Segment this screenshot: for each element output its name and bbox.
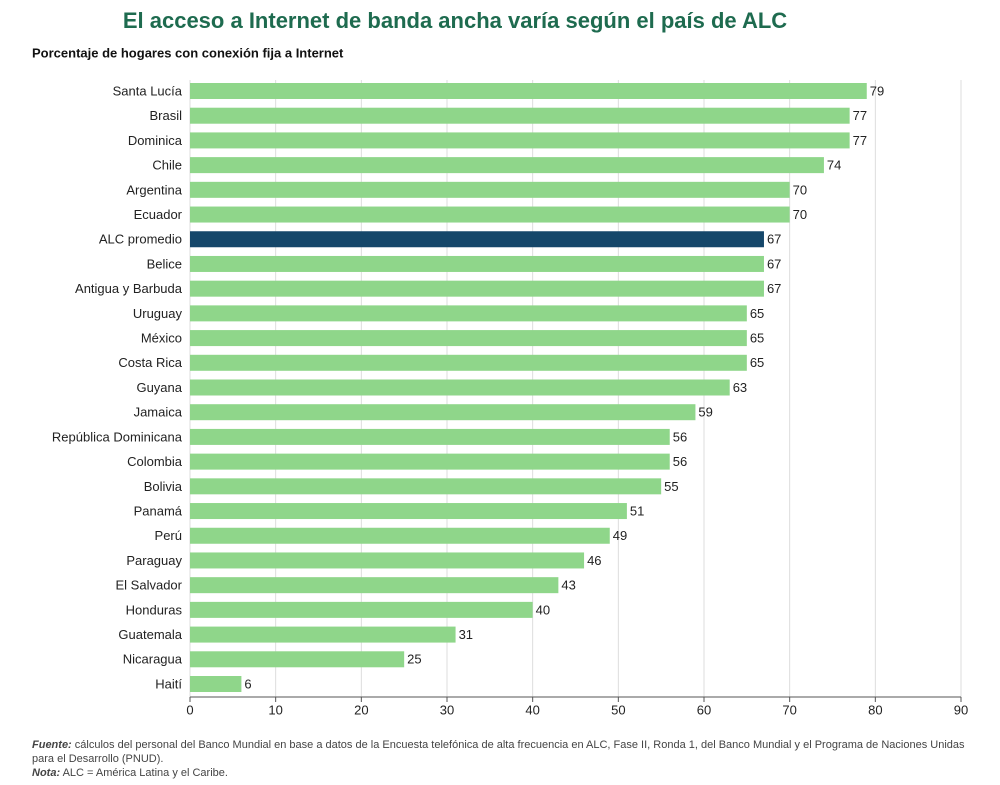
bar bbox=[190, 453, 670, 470]
y-tick-label: Argentina bbox=[126, 182, 182, 197]
value-label: 67 bbox=[767, 281, 781, 296]
y-tick-label: Haití bbox=[155, 676, 182, 691]
value-label: 51 bbox=[630, 503, 644, 518]
y-tick-label: Guatemala bbox=[118, 627, 182, 642]
bar bbox=[190, 404, 696, 421]
y-tick-label: Guyana bbox=[136, 380, 182, 395]
bar bbox=[190, 280, 764, 297]
chart-subtitle: Porcentaje de hogares con conexión fija … bbox=[32, 45, 344, 60]
value-label: 74 bbox=[827, 158, 841, 173]
y-tick-label: Chile bbox=[152, 158, 182, 173]
bar bbox=[190, 231, 764, 248]
value-label: 55 bbox=[664, 479, 678, 494]
x-tick-label: 30 bbox=[440, 702, 454, 717]
y-tick-label: Nicaragua bbox=[123, 652, 183, 667]
bar bbox=[190, 552, 585, 569]
bar bbox=[190, 503, 627, 520]
y-tick-label: Antigua y Barbuda bbox=[75, 281, 183, 296]
y-tick-label: Jamaica bbox=[134, 405, 183, 420]
value-label: 25 bbox=[407, 652, 421, 667]
y-tick-label: Brasil bbox=[149, 108, 182, 123]
bar bbox=[190, 379, 730, 396]
y-tick-label: Bolivia bbox=[144, 479, 183, 494]
source: Fuente: cálculos del personal del Banco … bbox=[32, 738, 967, 766]
x-tick-label: 0 bbox=[186, 702, 193, 717]
bar bbox=[190, 478, 662, 495]
value-label: 40 bbox=[536, 602, 550, 617]
note-text: ALC = América Latina y el Caribe. bbox=[62, 767, 228, 779]
y-tick-label: Santa Lucía bbox=[113, 83, 183, 98]
x-tick-label: 10 bbox=[268, 702, 282, 717]
bar bbox=[190, 527, 610, 544]
y-tick-label: Belice bbox=[147, 256, 182, 271]
value-label: 70 bbox=[793, 182, 807, 197]
value-label: 31 bbox=[459, 627, 473, 642]
x-tick-label: 50 bbox=[611, 702, 625, 717]
bar bbox=[190, 255, 764, 272]
value-label: 65 bbox=[750, 331, 764, 346]
value-label: 46 bbox=[587, 553, 601, 568]
x-tick-label: 90 bbox=[954, 702, 968, 717]
source-text: cálculos del personal del Banco Mundial … bbox=[32, 739, 965, 765]
x-tick-label: 80 bbox=[868, 702, 882, 717]
y-tick-label: Dominica bbox=[128, 133, 183, 148]
value-label: 65 bbox=[750, 306, 764, 321]
value-label: 43 bbox=[561, 578, 575, 593]
bar bbox=[190, 354, 747, 371]
value-label: 6 bbox=[244, 676, 251, 691]
bar bbox=[190, 206, 790, 223]
value-label: 70 bbox=[793, 207, 807, 222]
value-label: 63 bbox=[733, 380, 747, 395]
value-label: 79 bbox=[870, 83, 884, 98]
x-tick-label: 40 bbox=[525, 702, 539, 717]
y-tick-label: México bbox=[141, 331, 182, 346]
y-tick-label: Costa Rica bbox=[118, 355, 182, 370]
value-label: 56 bbox=[673, 429, 687, 444]
note: Nota: ALC = América Latina y el Caribe. bbox=[32, 766, 967, 780]
chart: El acceso a Internet de banda ancha varí… bbox=[32, 8, 968, 718]
bar bbox=[190, 651, 405, 668]
y-tick-label: Colombia bbox=[127, 454, 183, 469]
x-tick-label: 70 bbox=[782, 702, 796, 717]
y-tick-label: Uruguay bbox=[133, 306, 183, 321]
x-tick-label: 60 bbox=[697, 702, 711, 717]
bar bbox=[190, 157, 824, 174]
y-tick-label: Ecuador bbox=[134, 207, 183, 222]
bar bbox=[190, 107, 850, 124]
note-label: Nota: bbox=[32, 767, 61, 779]
value-label: 77 bbox=[853, 133, 867, 148]
y-tick-label: El Salvador bbox=[116, 578, 183, 593]
bar bbox=[190, 676, 242, 692]
y-tick-label: Honduras bbox=[126, 602, 183, 617]
source-label: Fuente: bbox=[32, 739, 72, 751]
y-tick-label: ALC promedio bbox=[99, 232, 182, 247]
value-label: 59 bbox=[698, 405, 712, 420]
value-label: 49 bbox=[613, 528, 627, 543]
y-tick-label: Panamá bbox=[134, 503, 183, 518]
bar bbox=[190, 132, 850, 149]
bar bbox=[190, 428, 670, 445]
y-tick-label: Paraguay bbox=[126, 553, 182, 568]
chart-title: El acceso a Internet de banda ancha varí… bbox=[123, 8, 787, 33]
bar bbox=[190, 577, 559, 594]
bar bbox=[190, 305, 747, 322]
bar bbox=[190, 330, 747, 347]
footnotes: Fuente: cálculos del personal del Banco … bbox=[32, 738, 967, 780]
bar bbox=[190, 601, 533, 618]
value-label: 56 bbox=[673, 454, 687, 469]
bar bbox=[190, 83, 867, 99]
value-label: 77 bbox=[853, 108, 867, 123]
x-tick-label: 20 bbox=[354, 702, 368, 717]
y-tick-label: Perú bbox=[155, 528, 182, 543]
value-label: 67 bbox=[767, 256, 781, 271]
value-label: 67 bbox=[767, 232, 781, 247]
bar bbox=[190, 181, 790, 198]
value-label: 65 bbox=[750, 355, 764, 370]
y-tick-label: República Dominicana bbox=[52, 429, 183, 444]
bar bbox=[190, 626, 456, 643]
